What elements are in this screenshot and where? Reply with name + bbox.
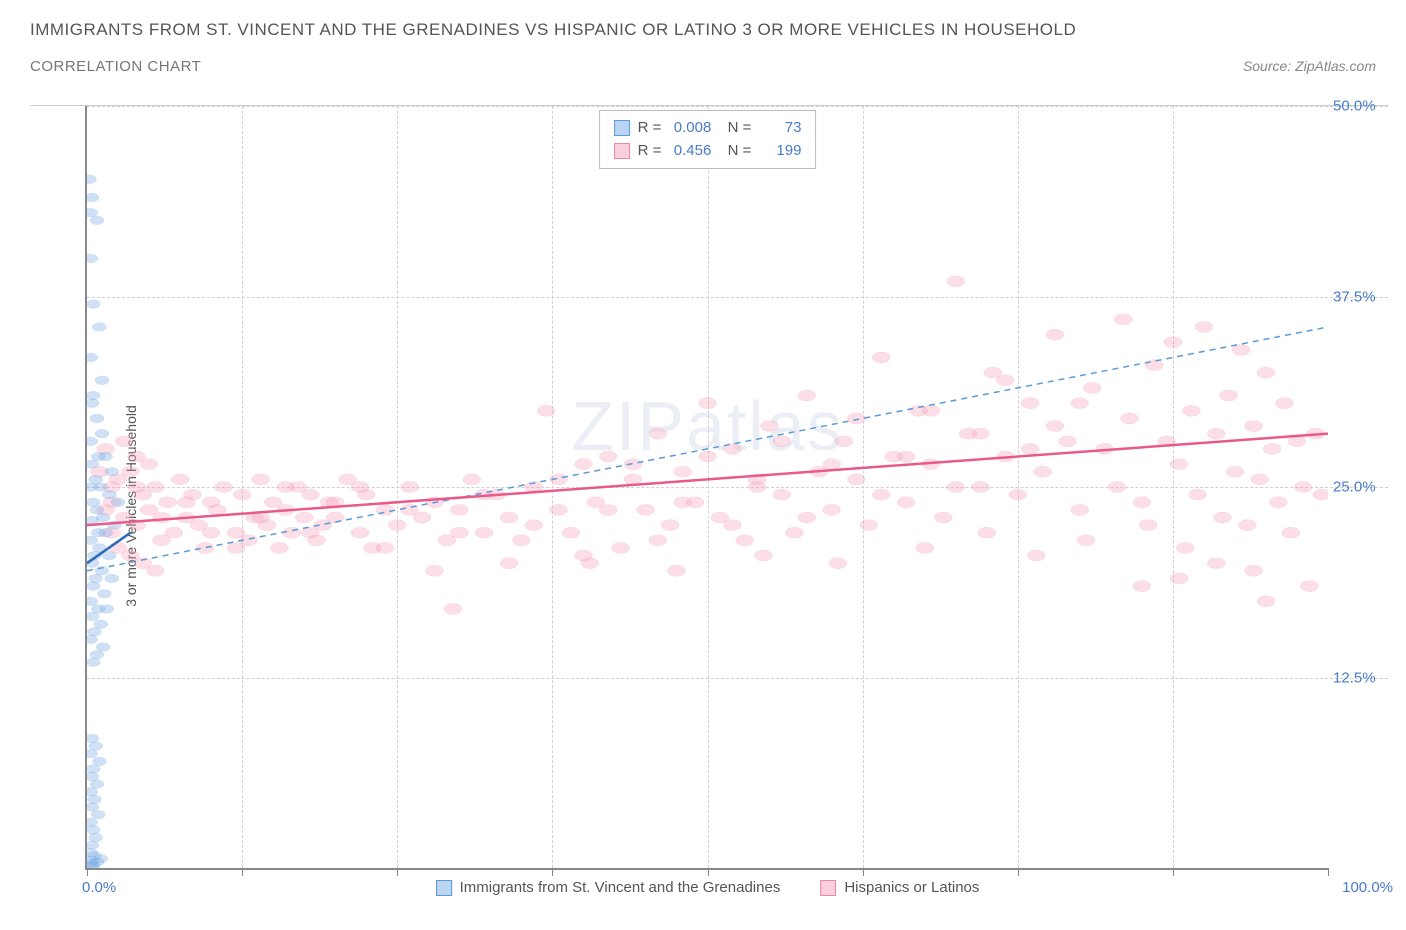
legend-swatch-pink [820, 880, 836, 896]
x-tick-mark [397, 868, 398, 876]
y-tick-label: 25.0% [1333, 479, 1388, 496]
legend-r-value-2: 0.456 [669, 140, 711, 163]
chart-container: 3 or more Vehicles in Household ZIPatlas… [30, 105, 1388, 905]
x-tick-mark [1173, 868, 1174, 876]
legend-row-series-1: R = 0.008 N = 73 [614, 117, 802, 140]
chart-subtitle: CORRELATION CHART [30, 58, 201, 75]
legend-n-label: N = [719, 117, 751, 140]
x-tick-mark [1328, 868, 1329, 876]
legend-item-2: Hispanics or Latinos [820, 879, 979, 896]
y-tick-label: 50.0% [1333, 98, 1388, 115]
legend-n-value-2: 199 [759, 140, 801, 163]
legend-label-1: Immigrants from St. Vincent and the Gren… [460, 879, 781, 896]
x-tick-mark [863, 868, 864, 876]
legend-r-value-1: 0.008 [669, 117, 711, 140]
source-attribution: Source: ZipAtlas.com [1243, 58, 1376, 74]
legend-n-label: N = [719, 140, 751, 163]
y-tick-label: 12.5% [1333, 669, 1388, 686]
legend-series: Immigrants from St. Vincent and the Gren… [436, 879, 980, 896]
plot-area: ZIPatlas R = 0.008 N = 73 R = 0.456 N = … [85, 106, 1328, 870]
legend-r-label: R = [638, 117, 662, 140]
x-tick-min: 0.0% [82, 879, 116, 896]
x-tick-mark [242, 868, 243, 876]
x-tick-mark [552, 868, 553, 876]
legend-label-2: Hispanics or Latinos [844, 879, 979, 896]
legend-n-value-1: 73 [759, 117, 801, 140]
legend-stats: R = 0.008 N = 73 R = 0.456 N = 199 [599, 110, 817, 169]
x-tick-max: 100.0% [1342, 879, 1393, 896]
x-tick-mark [1018, 868, 1019, 876]
x-tick-mark [87, 868, 88, 876]
y-tick-label: 37.5% [1333, 288, 1388, 305]
x-tick-mark [708, 868, 709, 876]
legend-item-1: Immigrants from St. Vincent and the Gren… [436, 879, 781, 896]
legend-row-series-2: R = 0.456 N = 199 [614, 140, 802, 163]
legend-r-label: R = [638, 140, 662, 163]
legend-swatch-blue [436, 880, 452, 896]
legend-swatch-pink [614, 143, 630, 159]
scatter-svg [87, 106, 1328, 868]
chart-title: IMMIGRANTS FROM ST. VINCENT AND THE GREN… [30, 20, 1376, 40]
legend-swatch-blue [614, 120, 630, 136]
